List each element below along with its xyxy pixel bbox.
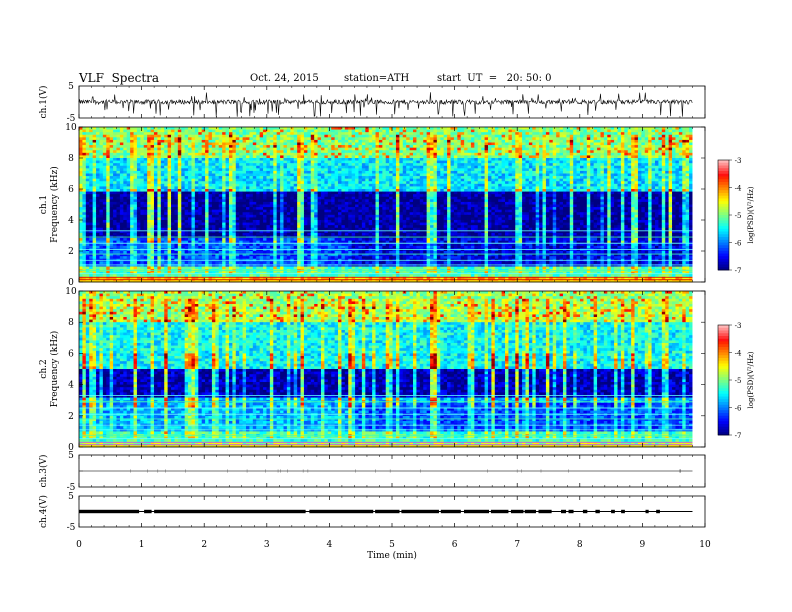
y-axis-label: ch.3(V) <box>38 455 49 488</box>
colorbar-tick-label: -6 <box>735 405 742 413</box>
y-axis-label: Frequency (kHz) <box>49 331 60 408</box>
waveform-burst <box>309 509 374 514</box>
x-tick-label: 5 <box>389 540 395 550</box>
waveform-burst <box>79 509 140 514</box>
x-tick-label: 6 <box>452 540 458 550</box>
x-tick-label: 8 <box>577 540 583 550</box>
waveform-burst <box>375 509 400 514</box>
colorbar-tick-label: -3 <box>735 157 742 165</box>
y-tick-label: 6 <box>68 349 74 359</box>
y-tick-label: 8 <box>68 154 74 164</box>
waveform-burst <box>656 509 660 514</box>
y-axis-label: ch.4(V) <box>38 495 49 528</box>
y-tick-label: -5 <box>67 483 76 493</box>
figure-title: VLF Spectra <box>79 71 159 85</box>
y-tick-label: 8 <box>68 318 74 328</box>
colorbar-tick-label: -5 <box>735 212 742 220</box>
y-tick-label: 6 <box>68 185 74 195</box>
y-tick-label: 0 <box>68 278 74 288</box>
colorbar-tick-label: -3 <box>735 322 742 330</box>
colorbar-tick-label: -6 <box>735 240 742 248</box>
y-tick-label: -5 <box>67 114 76 124</box>
station-label: station=ATH <box>344 73 409 84</box>
empty-region <box>692 291 705 447</box>
x-tick-label: 3 <box>264 540 270 550</box>
waveform-burst <box>510 509 524 514</box>
x-tick-label: 7 <box>514 540 520 550</box>
date-label: Oct. 24, 2015 <box>250 73 319 84</box>
x-axis-label: Time (min) <box>367 550 417 561</box>
colorbar-label: log(PSD)(V²/Hz) <box>747 186 755 243</box>
waveform-burst <box>490 509 509 514</box>
colorbar-tick-label: -4 <box>735 350 742 358</box>
waveform-burst <box>154 509 306 514</box>
y-tick-label: 4 <box>68 381 74 391</box>
y-axis-label: ch.1(V) <box>38 86 49 119</box>
colorbar-tick-label: -7 <box>735 432 742 440</box>
x-tick-label: 9 <box>640 540 646 550</box>
y-tick-label: 5 <box>68 492 74 502</box>
y-tick-label: 10 <box>65 287 77 297</box>
x-tick-label: 0 <box>76 540 82 550</box>
y-tick-label: 0 <box>68 443 74 453</box>
spectrogram-2 <box>79 291 705 448</box>
x-tick-label: 1 <box>139 540 145 550</box>
y-tick-label: 10 <box>65 123 77 133</box>
start-time-label: start UT = 20: 50: 0 <box>437 73 552 84</box>
y-tick-label: 4 <box>68 216 74 226</box>
y-tick-label: -5 <box>67 523 76 533</box>
waveform-burst <box>568 509 574 514</box>
y-axis-label: ch.1 <box>39 195 49 214</box>
waveform-burst <box>440 509 461 514</box>
waveform-burst <box>621 509 625 514</box>
waveform-burst <box>582 509 588 514</box>
x-tick-label: 2 <box>201 540 207 550</box>
waveform-burst <box>611 509 615 514</box>
colorbar-tick-label: -4 <box>735 185 742 193</box>
x-tick-label: 4 <box>327 540 333 550</box>
empty-region <box>692 127 705 282</box>
waveform-burst <box>561 509 567 514</box>
colorbar-label: log(PSD)(V²/Hz) <box>747 351 755 408</box>
waveform-burst <box>401 509 439 514</box>
y-tick-label: 2 <box>68 247 74 257</box>
y-tick-label: 2 <box>68 412 74 422</box>
y-axis-label: ch.2 <box>39 359 49 378</box>
waveform-burst <box>595 509 600 514</box>
y-tick-label: 5 <box>68 82 74 92</box>
waveform-burst <box>463 509 490 514</box>
waveform-trace <box>78 92 693 118</box>
y-tick-label: 5 <box>68 451 74 461</box>
y-axis-label: Frequency (kHz) <box>49 166 60 243</box>
colorbar-tick-label: -7 <box>735 267 742 275</box>
waveform-burst <box>144 509 152 514</box>
waveform-burst <box>645 509 649 514</box>
waveform-burst <box>538 509 552 514</box>
x-tick-label: 10 <box>699 540 711 550</box>
colorbar-tick-label: -5 <box>735 377 742 385</box>
spectrogram-1 <box>79 127 705 283</box>
waveform-burst <box>524 509 536 514</box>
